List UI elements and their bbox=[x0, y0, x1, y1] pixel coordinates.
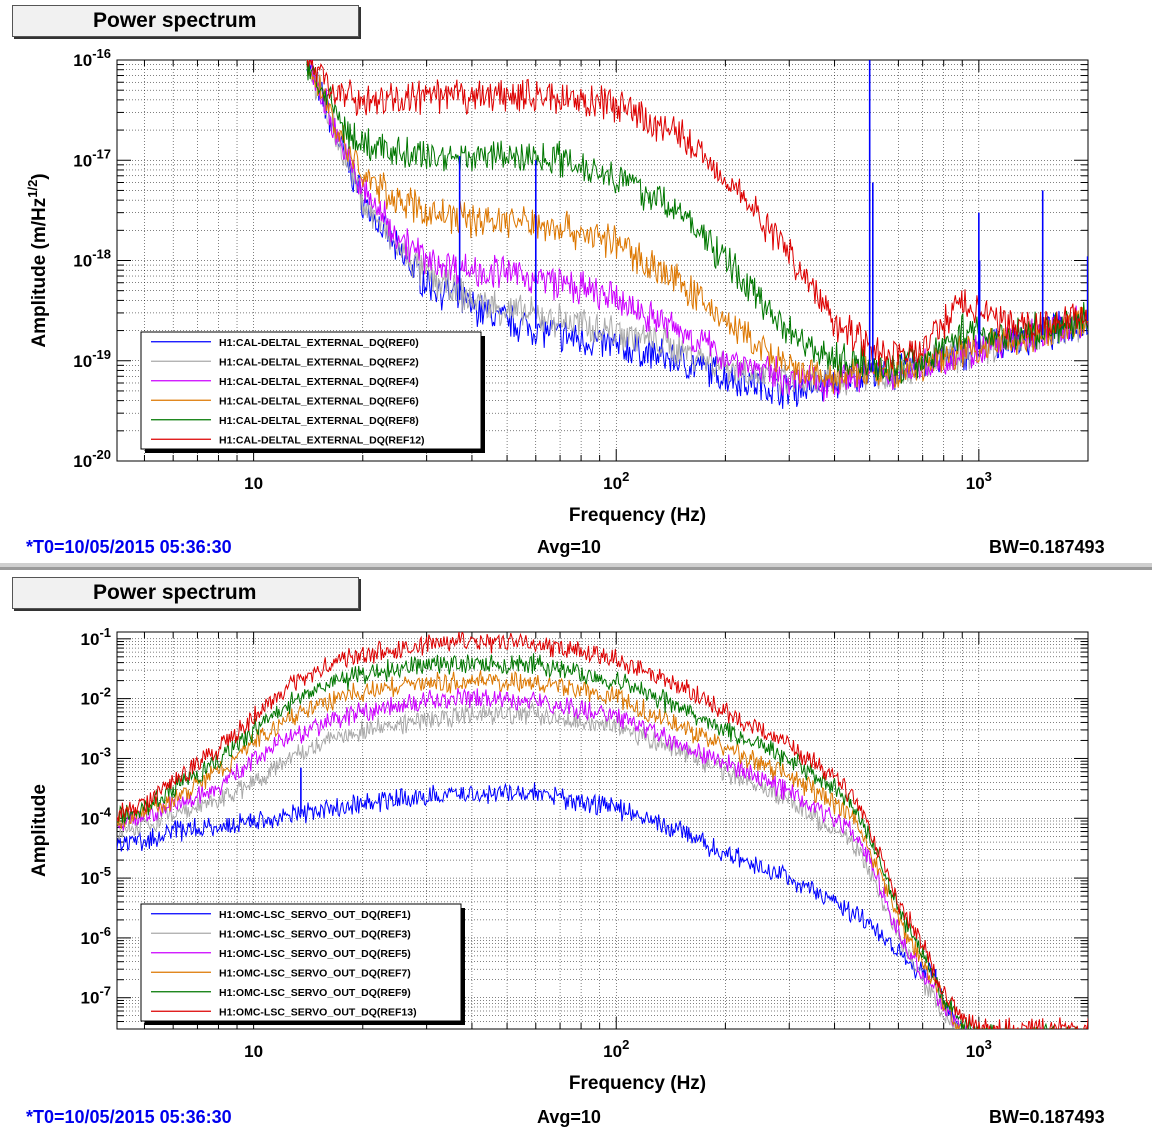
series-line-1 bbox=[306, 60, 1088, 396]
y-tick-label: 10-7 bbox=[81, 984, 111, 1008]
x-tick-label: 103 bbox=[966, 1037, 992, 1061]
bottom-t0-label: *T0=10/05/2015 05:36:30 bbox=[26, 1107, 232, 1127]
legend-entry-1: H1:CAL-DELTAL_EXTERNAL_DQ(REF2) bbox=[219, 356, 419, 368]
y-tick-label: 10-1 bbox=[81, 625, 111, 649]
x-tick-label: 10 bbox=[244, 1042, 263, 1061]
bottom-bw-label: BW=0.187493 bbox=[989, 1107, 1105, 1127]
y-tick-label: 10-3 bbox=[81, 744, 111, 768]
series-group bbox=[117, 632, 1088, 1029]
top-t0-label: *T0=10/05/2015 05:36:30 bbox=[26, 537, 232, 557]
legend-entry-4: H1:CAL-DELTAL_EXTERNAL_DQ(REF8) bbox=[219, 415, 419, 427]
top-title-box: Power spectrum bbox=[12, 5, 359, 37]
x-axis-label: Frequency (Hz) bbox=[569, 505, 706, 526]
legend-entry-3: H1:CAL-DELTAL_EXTERNAL_DQ(REF6) bbox=[219, 395, 419, 407]
legend-entry-1: H1:OMC-LSC_SERVO_OUT_DQ(REF3) bbox=[219, 928, 411, 940]
bottom-panel: Power spectrum 10 102 103 10-1 10-2 10-3 10-4 1… bbox=[0, 567, 1152, 1138]
y-tick-label: 10-16 bbox=[73, 46, 111, 70]
x-tick-label: 103 bbox=[966, 469, 992, 493]
legend-entry-5: H1:CAL-DELTAL_EXTERNAL_DQ(REF12) bbox=[219, 434, 425, 446]
legend-entry-4: H1:OMC-LSC_SERVO_OUT_DQ(REF9) bbox=[219, 987, 411, 999]
y-axis-label: Amplitude (m/Hz1/2) bbox=[25, 173, 50, 347]
series-line-4 bbox=[306, 61, 1088, 384]
x-tick-label: 10 bbox=[244, 474, 263, 493]
y-tick-label: 10-18 bbox=[73, 247, 111, 271]
y-tick-label: 10-4 bbox=[81, 804, 112, 828]
series-line-4 bbox=[117, 653, 1088, 1029]
legend-entry-2: H1:CAL-DELTAL_EXTERNAL_DQ(REF4) bbox=[219, 376, 419, 388]
legend bbox=[140, 331, 482, 450]
legend-entry-3: H1:OMC-LSC_SERVO_OUT_DQ(REF7) bbox=[219, 967, 411, 979]
bottom-avg-label: Avg=10 bbox=[537, 1107, 601, 1127]
y-tick-label: 10-17 bbox=[73, 146, 111, 170]
series-line-2 bbox=[117, 687, 1080, 1029]
top-chart[interactable]: 10 102 103 10-16 10-17 10-18 10-19 10-20 Frequen… bbox=[0, 0, 1152, 563]
y-tick-label: 10-20 bbox=[73, 447, 111, 471]
series-line-2 bbox=[306, 60, 1088, 402]
panel-divider bbox=[0, 563, 1152, 567]
top-avg-label: Avg=10 bbox=[537, 537, 601, 557]
legend-entry-2: H1:OMC-LSC_SERVO_OUT_DQ(REF5) bbox=[219, 948, 411, 960]
legend-entry-5: H1:OMC-LSC_SERVO_OUT_DQ(REF13) bbox=[219, 1006, 417, 1018]
y-tick-label: 10-6 bbox=[81, 924, 111, 948]
x-axis-label: Frequency (Hz) bbox=[569, 1073, 706, 1094]
legend bbox=[140, 903, 462, 1022]
legend-entry-0: H1:CAL-DELTAL_EXTERNAL_DQ(REF0) bbox=[219, 337, 419, 349]
top-panel: Power spectrum 10 102 103 10-16 10-17 10-18 10… bbox=[0, 0, 1152, 563]
y-tick-label: 10-2 bbox=[81, 685, 111, 709]
y-axis-label: Amplitude bbox=[29, 784, 50, 877]
bottom-title-box: Power spectrum bbox=[12, 577, 359, 609]
y-tick-label: 10-5 bbox=[81, 864, 111, 888]
series-line-3 bbox=[117, 670, 969, 1029]
x-tick-label: 102 bbox=[603, 1037, 629, 1061]
y-tick-label: 10-19 bbox=[73, 347, 111, 371]
bottom-chart[interactable]: 10 102 103 10-1 10-2 10-3 10-4 10-5 10-6 10-7 Freq… bbox=[0, 570, 1152, 1135]
series-group bbox=[306, 60, 1088, 409]
series-line-5 bbox=[117, 632, 1088, 1029]
top-bw-label: BW=0.187493 bbox=[989, 537, 1105, 557]
x-tick-label: 102 bbox=[603, 469, 629, 493]
series-line-1 bbox=[117, 701, 995, 1029]
series-line-5 bbox=[306, 60, 1088, 370]
legend-entry-0: H1:OMC-LSC_SERVO_OUT_DQ(REF1) bbox=[219, 909, 411, 921]
